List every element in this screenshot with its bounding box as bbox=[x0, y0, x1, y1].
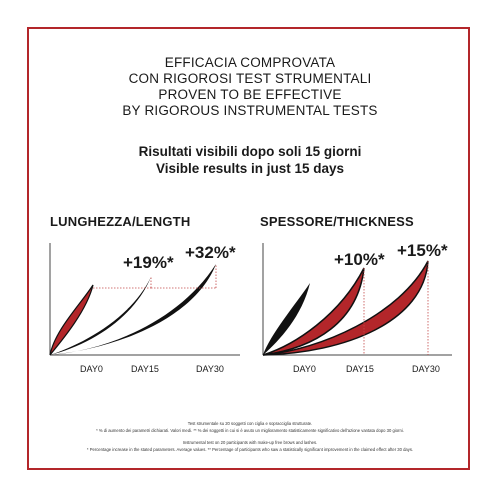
red-frame bbox=[27, 27, 470, 470]
length-tick-day15: DAY15 bbox=[131, 364, 159, 374]
length-tick-day30: DAY30 bbox=[196, 364, 224, 374]
subheadline-line-2: Visible results in just 15 days bbox=[155, 161, 345, 176]
length-tick-day0: DAY0 bbox=[80, 364, 103, 374]
thickness-label-day15: +10%* bbox=[334, 250, 385, 269]
length-lash-day0 bbox=[49, 284, 94, 356]
thickness-tick-day15: DAY15 bbox=[346, 364, 374, 374]
headline-line-3: PROVEN TO BE EFFECTIVE bbox=[158, 87, 342, 102]
thickness-chart: +10%* +15%* DAY0 DAY15 DAY30 bbox=[262, 241, 452, 374]
length-lash-day15 bbox=[50, 277, 151, 355]
headline: EFFICACIA COMPROVATA CON RIGOROSI TEST S… bbox=[0, 55, 500, 119]
length-chart: +19%* +32%* DAY0 DAY15 DAY30 bbox=[49, 243, 240, 374]
thickness-label-day30: +15%* bbox=[397, 241, 448, 260]
headline-line-4: BY RIGOROUS INSTRUMENTAL TESTS bbox=[122, 103, 378, 118]
thickness-chart-title: SPESSORE/THICKNESS bbox=[260, 214, 414, 229]
footnote-it-1: Test strumentale su 20 soggetti con cigl… bbox=[187, 421, 313, 426]
headline-line-1: EFFICACIA COMPROVATA bbox=[164, 55, 336, 70]
thickness-lash-day0 bbox=[263, 283, 310, 355]
length-chart-title: LUNGHEZZA/LENGTH bbox=[50, 214, 191, 229]
footnote-en-1: Instrumental test on 20 participants wit… bbox=[182, 440, 318, 445]
length-label-day15: +19%* bbox=[123, 253, 174, 272]
footnote-en-2: * Percentage increase in the stated para… bbox=[86, 447, 414, 452]
thickness-lash-day15 bbox=[262, 267, 365, 356]
headline-line-2: CON RIGOROSI TEST STRUMENTALI bbox=[128, 71, 372, 86]
subheadline: Risultati visibili dopo soli 15 giorni V… bbox=[0, 143, 500, 177]
subheadline-line-1: Risultati visibili dopo soli 15 giorni bbox=[138, 144, 362, 159]
length-label-day30: +32%* bbox=[185, 243, 236, 262]
thickness-tick-day0: DAY0 bbox=[293, 364, 316, 374]
footnote-it-2: * % di aumento dei parametri dichiarati.… bbox=[96, 428, 404, 433]
thickness-tick-day30: DAY30 bbox=[412, 364, 440, 374]
